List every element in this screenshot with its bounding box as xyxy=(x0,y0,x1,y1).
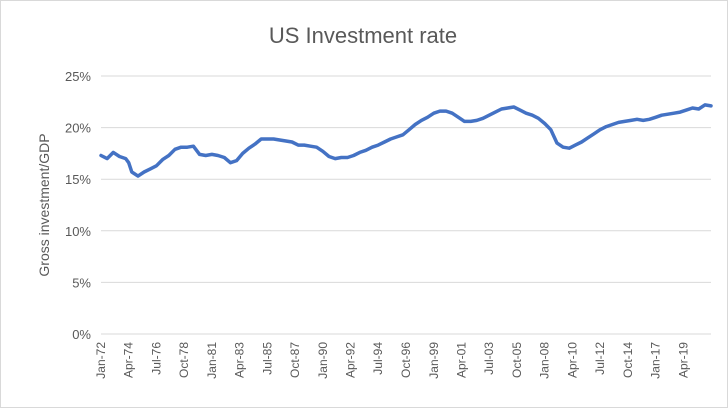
x-tick-label: Apr-10 xyxy=(565,342,579,378)
series-line xyxy=(99,103,713,178)
x-tick-label: Jan-90 xyxy=(316,342,330,379)
x-tick-label: Apr-01 xyxy=(454,342,468,378)
x-axis-ticks: Jan-72 Apr-74 Jul-76 Oct-78 Jan-81 Apr-83 Jul-… xyxy=(94,342,690,379)
x-tick-label: Jan-17 xyxy=(649,342,663,379)
x-tick-label: Apr-19 xyxy=(676,342,690,378)
y-tick-label: 0% xyxy=(72,327,91,342)
x-tick-label: Jan-81 xyxy=(205,342,219,379)
x-tick-label: Jan-99 xyxy=(427,342,441,379)
x-tick-label: Jul-12 xyxy=(593,342,607,375)
x-tick-label: Jul-94 xyxy=(371,342,385,375)
x-tick-label: Apr-83 xyxy=(233,342,247,378)
x-tick-label: Oct-05 xyxy=(510,342,524,378)
y-tick-label: 15% xyxy=(65,172,91,187)
x-tick-label: Jul-76 xyxy=(149,342,163,375)
x-tick-label: Oct-14 xyxy=(621,342,635,378)
chart-title: US Investment rate xyxy=(269,23,457,48)
series-group xyxy=(99,103,713,178)
y-axis-label: Gross investment/GDP xyxy=(36,133,52,276)
x-tick-label: Oct-87 xyxy=(288,342,302,378)
x-tick-label: Jan-08 xyxy=(538,342,552,379)
gridlines xyxy=(101,75,711,335)
y-tick-label: 20% xyxy=(65,121,91,136)
x-tick-label: Oct-78 xyxy=(177,342,191,378)
y-axis-ticks: 0% 5% 10% 15% 20% 25% xyxy=(65,69,91,342)
x-tick-label: Apr-74 xyxy=(122,342,136,378)
x-tick-label: Jul-85 xyxy=(260,342,274,375)
x-tick-label: Jan-72 xyxy=(94,342,108,379)
y-tick-label: 5% xyxy=(72,275,91,290)
y-tick-label: 25% xyxy=(65,69,91,84)
x-tick-label: Jul-03 xyxy=(482,342,496,375)
x-tick-label: Oct-96 xyxy=(399,342,413,378)
y-tick-label: 10% xyxy=(65,224,91,239)
x-tick-label: Apr-92 xyxy=(344,342,358,378)
